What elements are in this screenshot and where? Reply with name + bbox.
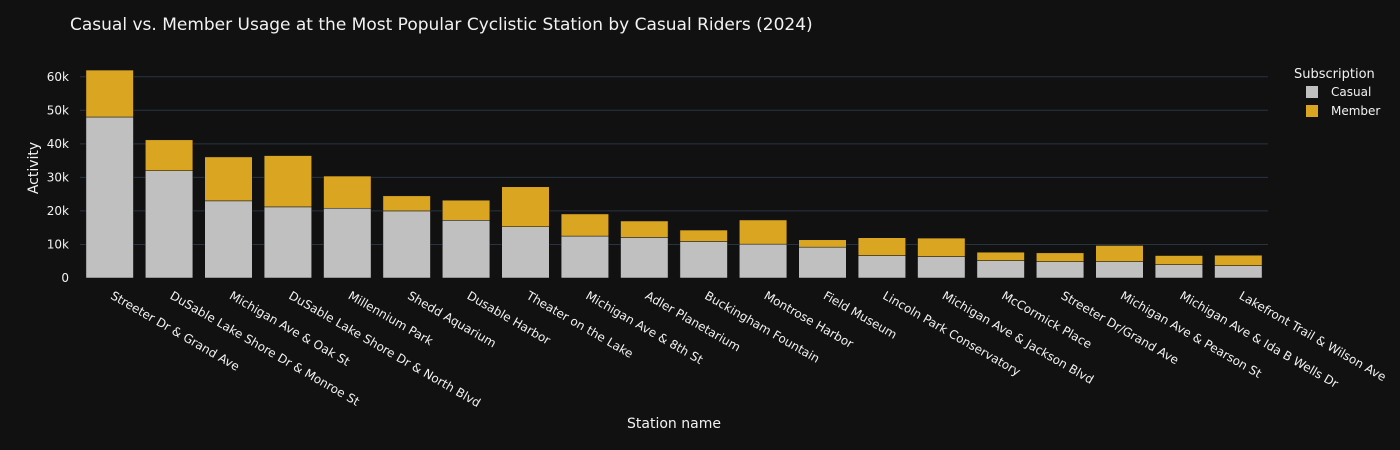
bar-casual [679, 241, 728, 279]
bar-casual [1154, 264, 1203, 279]
bar-member [1154, 255, 1203, 265]
legend-label-member: Member [1331, 104, 1380, 118]
y-tick-label: 30k [47, 170, 69, 184]
bar-casual [204, 200, 253, 279]
bar-member [798, 239, 847, 248]
bar-casual [560, 235, 609, 279]
bar-member [1095, 245, 1144, 262]
bar-member [442, 199, 491, 221]
bar-member [679, 229, 728, 242]
bar-member [1036, 252, 1085, 262]
y-tick-label: 0 [61, 271, 69, 285]
bars [85, 69, 1263, 279]
bar-casual [739, 243, 788, 279]
y-tick-label: 40k [47, 137, 69, 151]
bar-member [382, 195, 431, 212]
bar-member [1214, 254, 1263, 266]
bar-casual [382, 210, 431, 279]
y-tick-label: 60k [47, 70, 69, 84]
bar-casual [1095, 261, 1144, 279]
bar-casual [1036, 261, 1085, 279]
bar-member [145, 139, 194, 171]
bar-casual [323, 207, 372, 279]
bar-casual [501, 226, 550, 279]
bar-member [917, 237, 966, 257]
bar-casual [620, 237, 669, 279]
bar-member [857, 237, 906, 256]
bar-casual [917, 256, 966, 279]
bar-member [620, 220, 669, 238]
legend: Subscription Casual Member [1294, 67, 1380, 118]
y-tick-label: 50k [47, 103, 69, 117]
bar-member [263, 155, 312, 208]
legend-title: Subscription [1294, 67, 1375, 82]
legend-swatch-member [1306, 105, 1318, 117]
y-tick-label: 20k [47, 204, 69, 218]
legend-label-casual: Casual [1331, 85, 1371, 99]
bar-casual [976, 260, 1025, 279]
x-axis-title: Station name [627, 416, 721, 432]
bar-casual [145, 170, 194, 279]
bar-casual [85, 116, 134, 279]
bar-member [204, 156, 253, 202]
bar-member [85, 69, 134, 118]
bar-casual [1214, 265, 1263, 279]
y-tick-label: 10k [47, 237, 69, 251]
bar-casual [442, 220, 491, 279]
legend-swatch-casual [1306, 86, 1318, 98]
y-tick-labels: 0 10k 20k 30k 40k 50k 60k [47, 70, 69, 285]
bar-member [976, 251, 1025, 261]
bar-casual [263, 206, 312, 279]
y-axis-title: Activity [26, 142, 42, 194]
bar-member [739, 219, 788, 245]
chart-title: Casual vs. Member Usage at the Most Popu… [70, 15, 813, 35]
bar-member [501, 186, 550, 227]
bar-casual [798, 246, 847, 279]
bar-member [323, 175, 372, 209]
bar-casual [857, 255, 906, 279]
bar-member [560, 213, 609, 237]
